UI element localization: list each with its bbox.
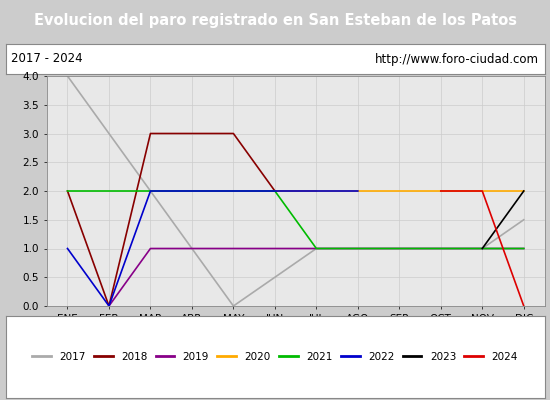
Text: http://www.foro-ciudad.com: http://www.foro-ciudad.com xyxy=(375,52,539,66)
Legend: 2017, 2018, 2019, 2020, 2021, 2022, 2023, 2024: 2017, 2018, 2019, 2020, 2021, 2022, 2023… xyxy=(29,349,521,365)
Text: Evolucion del paro registrado en San Esteban de los Patos: Evolucion del paro registrado en San Est… xyxy=(34,14,516,28)
Text: 2017 - 2024: 2017 - 2024 xyxy=(11,52,82,66)
